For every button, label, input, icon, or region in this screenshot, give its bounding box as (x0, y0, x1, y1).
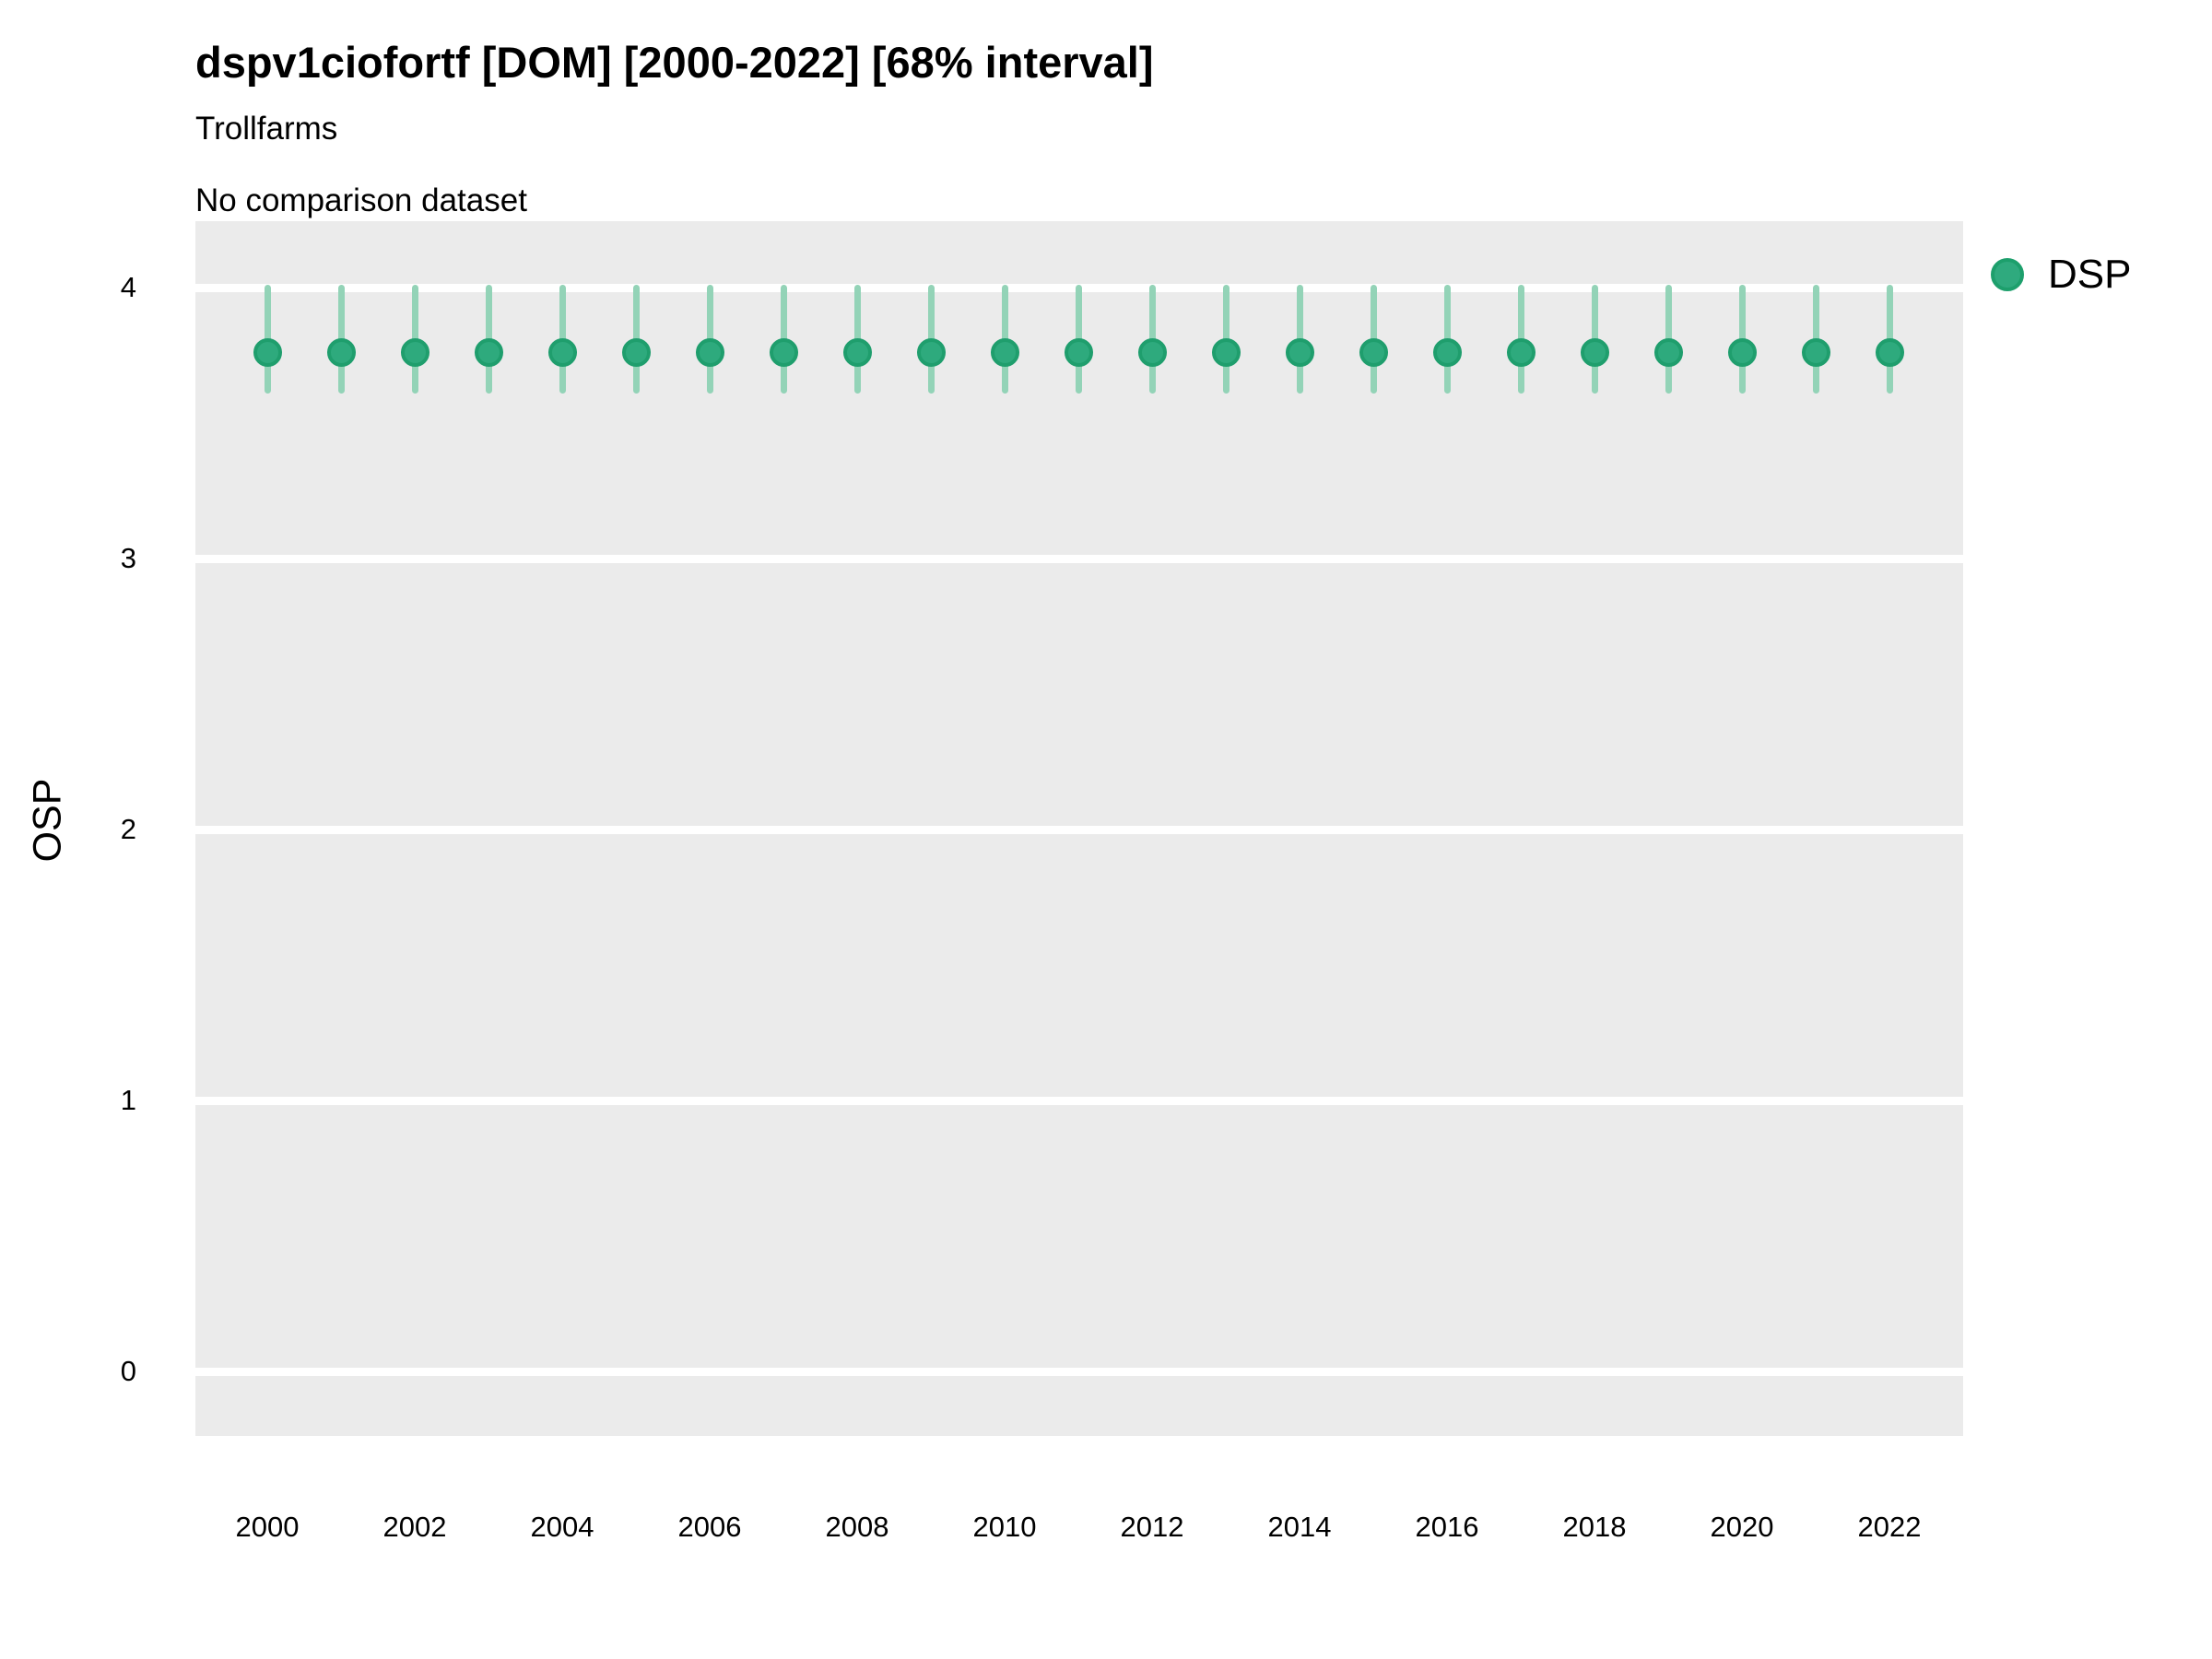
x-tick-label: 2010 (972, 1511, 1037, 1543)
y-tick-label: 4 (120, 271, 136, 303)
gridline-y-2 (195, 825, 1963, 834)
data-point-2002 (400, 338, 429, 368)
data-point-2017 (1506, 338, 1535, 368)
x-tick-label: 2018 (1562, 1511, 1627, 1543)
data-point-2007 (769, 338, 798, 368)
data-point-2001 (326, 338, 356, 368)
data-point-2004 (547, 338, 577, 368)
gridline-y-0 (195, 1367, 1963, 1376)
data-point-2003 (474, 338, 503, 368)
data-point-2010 (990, 338, 1019, 368)
gridline-y-1 (195, 1096, 1963, 1105)
data-point-2013 (1211, 338, 1241, 368)
data-point-2014 (1285, 338, 1314, 368)
x-tick-label: 2020 (1710, 1511, 1774, 1543)
x-tick-label: 2016 (1415, 1511, 1479, 1543)
x-tick-label: 2022 (1857, 1511, 1922, 1543)
plot-panel (195, 221, 1963, 1436)
y-tick-label: 2 (120, 813, 136, 845)
gridline-y-3 (195, 554, 1963, 563)
chart-subtitle: Trollfarms (195, 111, 338, 147)
data-point-2022 (1875, 338, 1904, 368)
y-axis-title: OSP (25, 778, 70, 863)
x-tick-label: 2000 (235, 1511, 300, 1543)
data-point-2000 (253, 338, 282, 368)
y-tick-label: 0 (120, 1355, 136, 1387)
data-point-2020 (1727, 338, 1757, 368)
legend-label: DSP (2048, 252, 2132, 297)
data-point-2008 (842, 338, 872, 368)
x-tick-label: 2004 (530, 1511, 594, 1543)
x-tick-label: 2008 (825, 1511, 889, 1543)
chart-title: dspv1ciofortf [DOM] [2000-2022] [68% int… (195, 38, 1154, 87)
y-tick-label: 3 (120, 542, 136, 574)
x-tick-label: 2006 (677, 1511, 742, 1543)
legend-point-icon (1991, 258, 2024, 291)
y-tick-label: 1 (120, 1084, 136, 1116)
data-point-2019 (1653, 338, 1683, 368)
x-tick-label: 2012 (1120, 1511, 1184, 1543)
data-point-2012 (1137, 338, 1167, 368)
x-tick-label: 2002 (382, 1511, 447, 1543)
data-point-2016 (1432, 338, 1462, 368)
data-point-2006 (695, 338, 724, 368)
data-point-2005 (621, 338, 651, 368)
x-tick-label: 2014 (1267, 1511, 1332, 1543)
data-point-2018 (1580, 338, 1609, 368)
data-point-2021 (1801, 338, 1830, 368)
data-point-2009 (916, 338, 946, 368)
data-point-2015 (1359, 338, 1388, 368)
comparison-note: No comparison dataset (195, 182, 527, 218)
legend: DSP (1991, 254, 2131, 295)
data-point-2011 (1064, 338, 1093, 368)
